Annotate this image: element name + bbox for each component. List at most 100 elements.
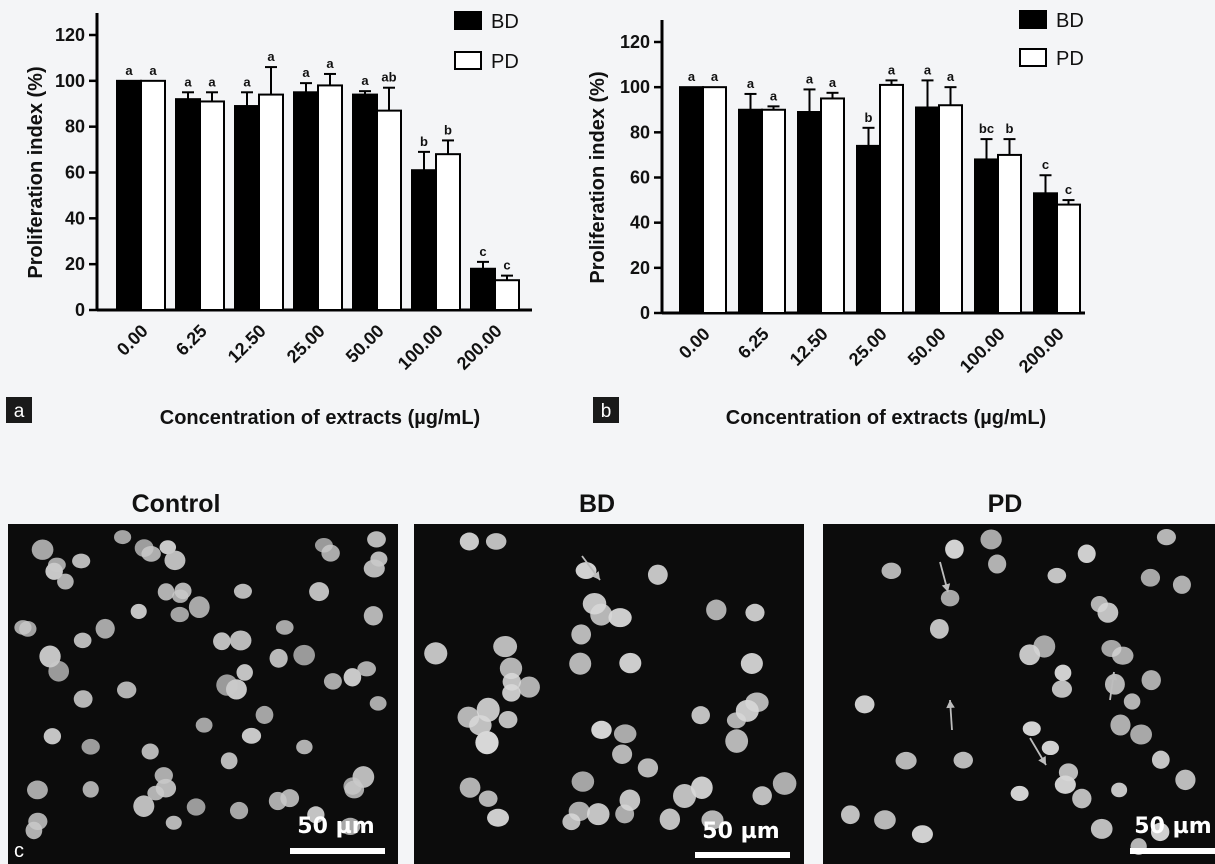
- cell-nucleus: [323, 673, 342, 690]
- cell-nucleus: [269, 648, 288, 668]
- x-tick-label: 6.25: [734, 324, 773, 363]
- arrow-head: [941, 583, 951, 592]
- cell-nucleus: [701, 810, 724, 830]
- y-axis-title: Proliferation index (%): [587, 71, 609, 283]
- scale-bar-label-bd: 50 µm: [702, 819, 779, 844]
- cell-nucleus: [586, 803, 610, 826]
- cell-nucleus: [945, 539, 964, 559]
- cell-nucleus: [1130, 724, 1153, 745]
- micrograph-title-control: Control: [132, 490, 221, 518]
- cell-nucleus: [363, 606, 383, 626]
- cell-nucleus: [1101, 639, 1122, 657]
- arrows: [581, 555, 1118, 766]
- cell-nucleus: [275, 620, 294, 635]
- cell-nucleus: [1072, 788, 1092, 809]
- cell-nucleus: [1041, 740, 1059, 756]
- legend-label-pd: PD: [1056, 48, 1084, 70]
- x-axis-title: Concentration of extracts (µg/mL): [726, 407, 1046, 429]
- cell-nucleus: [186, 798, 206, 816]
- arrow-head: [591, 571, 600, 580]
- cell-nucleus: [81, 738, 100, 755]
- cell-nucleus: [255, 705, 274, 724]
- significance-label: a: [924, 62, 932, 77]
- x-tick-label: 100.00: [956, 324, 1009, 377]
- cell-nucleus: [164, 550, 186, 571]
- cell-nucleus: [752, 786, 772, 806]
- cell-nucleus: [518, 676, 540, 698]
- cell-nucleus: [459, 532, 479, 551]
- cell-nucleus: [929, 618, 949, 639]
- significance-label: a: [888, 62, 896, 77]
- cell-nucleus: [170, 606, 189, 623]
- cell-nucleus: [14, 620, 32, 635]
- cell-nucleus: [357, 661, 376, 677]
- cell-nucleus: [502, 672, 522, 691]
- y-tick-label: 20: [630, 258, 650, 278]
- cell-nucleus: [340, 817, 361, 835]
- cell-nucleus: [659, 808, 681, 830]
- cell-nucleus: [571, 624, 592, 645]
- cell-nucleus: [498, 711, 518, 729]
- bar-pd: [761, 108, 786, 314]
- x-tick-label: 0.00: [113, 321, 152, 360]
- cell-nucleus: [1010, 785, 1029, 802]
- cell-nucleus: [1123, 693, 1141, 710]
- bar-bd: [411, 169, 437, 311]
- legend-swatch-bd: [1019, 10, 1047, 29]
- cell-nucleus: [370, 551, 388, 567]
- bar-bd: [116, 79, 142, 312]
- y-tick-label: 20: [65, 254, 85, 274]
- cell-nucleus: [1097, 602, 1119, 623]
- bar-pd: [317, 84, 343, 311]
- micrograph-title-pd: PD: [988, 490, 1023, 518]
- cell-nucleus: [369, 696, 387, 711]
- y-tick-label: 0: [75, 300, 85, 320]
- cell-nucleus: [1111, 782, 1128, 798]
- x-tick-label: 25.00: [845, 324, 891, 370]
- cell-nucleus: [840, 805, 860, 825]
- x-tick-label: 200.00: [453, 321, 506, 374]
- cell-nucleus: [296, 739, 313, 755]
- cell-nucleus: [911, 825, 933, 844]
- cell-nucleus: [608, 608, 632, 628]
- cell-nucleus: [1022, 721, 1041, 736]
- cell-nucleus: [940, 589, 960, 607]
- cell-nucleus: [352, 766, 375, 788]
- cell-nucleus: [745, 692, 769, 713]
- cell-nucleus: [367, 531, 386, 548]
- scale-bar-pd: [1130, 848, 1215, 854]
- cell-nucleus: [1141, 670, 1161, 691]
- bar-pd: [140, 79, 166, 312]
- cell-nucleus: [157, 583, 175, 601]
- cell-nucleus: [1172, 575, 1191, 594]
- cell-nucleus: [307, 806, 325, 824]
- x-tick-label: 50.00: [904, 324, 950, 370]
- cell-nucleus: [116, 681, 137, 699]
- cell-nucleus: [48, 660, 70, 682]
- cell-nucleus: [165, 815, 182, 830]
- bar-bd: [974, 158, 999, 314]
- cell-nucleus: [229, 630, 252, 651]
- cell-nucleus: [73, 632, 92, 649]
- significance-label: c: [1065, 182, 1072, 197]
- y-tick-label: 100: [55, 71, 85, 91]
- cell-nucleus: [499, 657, 523, 680]
- cell-nucleus: [130, 603, 147, 620]
- arrow-head: [1108, 672, 1118, 681]
- bar-pd: [494, 279, 520, 312]
- bar-bd: [915, 106, 940, 314]
- cell-nucleus: [457, 706, 480, 728]
- cell-nucleus: [619, 652, 642, 674]
- cell-nucleus: [478, 790, 498, 807]
- cell-nucleus: [293, 644, 315, 666]
- cell-nucleus: [485, 533, 507, 550]
- panel-label-a: a: [14, 401, 25, 422]
- significance-label: a: [125, 63, 133, 78]
- significance-label: a: [829, 75, 837, 90]
- cell-nucleus: [141, 743, 159, 760]
- cell-nucleus: [459, 777, 481, 798]
- y-tick-label: 0: [640, 303, 650, 323]
- x-tick-label: 200.00: [1015, 324, 1068, 377]
- significance-label: ab: [381, 70, 396, 85]
- bar-pd: [938, 104, 963, 314]
